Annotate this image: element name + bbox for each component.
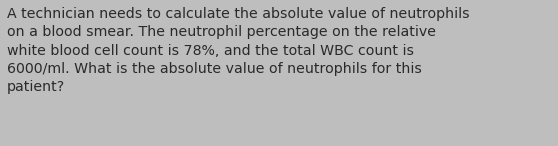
Text: A technician needs to calculate the absolute value of neutrophils
on a blood sme: A technician needs to calculate the abso…: [7, 7, 469, 94]
